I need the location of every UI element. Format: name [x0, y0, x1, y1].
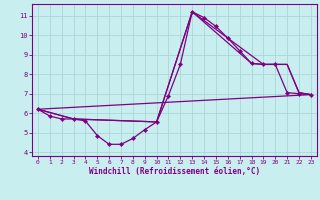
X-axis label: Windchill (Refroidissement éolien,°C): Windchill (Refroidissement éolien,°C)	[89, 167, 260, 176]
